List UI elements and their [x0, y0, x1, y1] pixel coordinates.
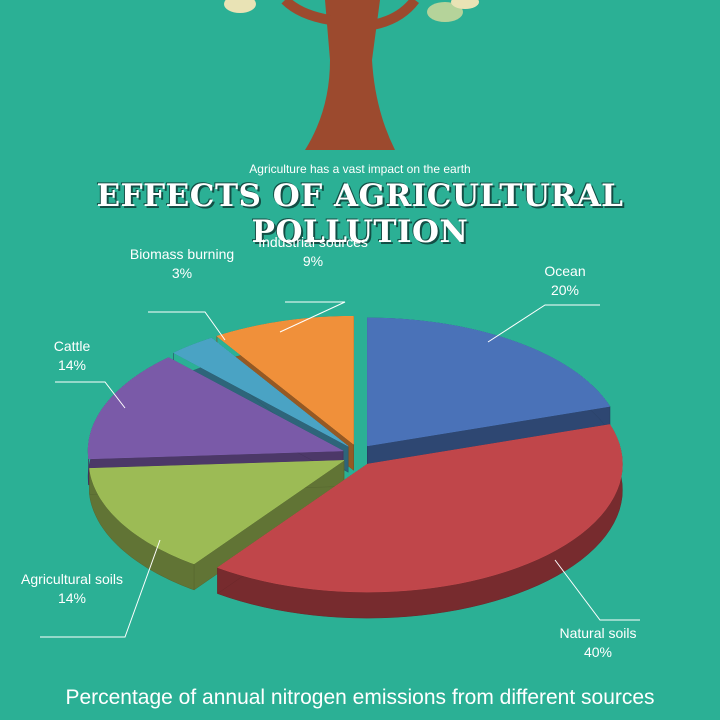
chart-title: EFFECTS OF AGRICULTURAL POLLUTION: [96, 178, 624, 250]
slice: [367, 317, 611, 447]
leader-line: [55, 381, 126, 409]
slice-label: Industrial sources 9%: [258, 233, 368, 271]
slice: [87, 357, 345, 460]
leader-line: [148, 311, 226, 341]
value-label: 40%: [583, 644, 613, 660]
slice: [172, 337, 349, 447]
slice: [89, 460, 345, 565]
category-label: Cattle: [53, 338, 91, 354]
tree-illustration: [224, 0, 479, 150]
category-label: Ocean: [544, 263, 586, 279]
value-label: 14%: [57, 590, 87, 606]
slice: [216, 315, 354, 445]
value-label: 9%: [302, 253, 324, 269]
slice-label: Cattle 14%: [17, 337, 127, 375]
slice-label: Agricultural soils 14%: [17, 570, 127, 608]
leader-line: [279, 301, 346, 333]
caption: Percentage of annual nitrogen emissions …: [65, 686, 655, 709]
category-label: Natural soils: [559, 625, 637, 641]
value-label: 3%: [171, 265, 193, 281]
leader-line: [40, 539, 161, 638]
slice-label: Ocean 20%: [510, 262, 620, 300]
slice-label: Biomass burning 3%: [127, 245, 237, 283]
category-label: Biomass burning: [129, 246, 235, 262]
slice-label: Natural soils 40%: [543, 624, 653, 662]
subtitle: Agriculture has a vast impact on the ear…: [249, 162, 471, 176]
leader-line: [487, 304, 600, 343]
value-label: 14%: [57, 357, 87, 373]
category-label: Agricultural soils: [21, 571, 123, 587]
slice: [216, 424, 623, 593]
leader-line: [554, 559, 640, 621]
category-label: Industrial sources: [258, 234, 368, 250]
value-label: 20%: [550, 282, 580, 298]
